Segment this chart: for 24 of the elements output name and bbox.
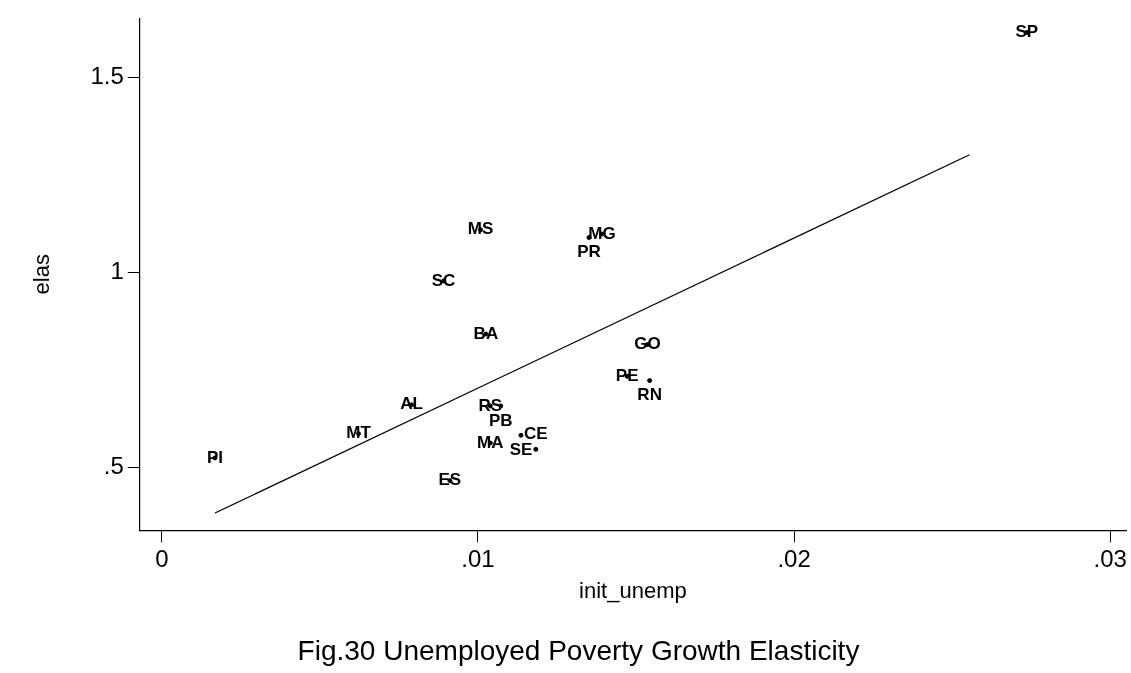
y-axis-title: elas <box>29 254 55 295</box>
data-label: BA <box>473 323 499 343</box>
y-tick-label: 1 <box>110 256 124 284</box>
data-label: SC <box>431 270 456 290</box>
x-tick-label: .01 <box>461 545 495 573</box>
data-label: SP <box>1015 22 1039 42</box>
data-label: AL <box>400 394 423 414</box>
data-label: RN <box>637 385 662 405</box>
data-label: MT <box>346 423 372 443</box>
data-label: MG <box>588 223 616 243</box>
x-tick-label: .02 <box>777 545 811 573</box>
x-tick-label: 0 <box>155 545 169 573</box>
x-axis-title: init_unemp <box>579 578 687 604</box>
y-tick-label: 1.5 <box>90 61 124 89</box>
text: Fig.30 Unemployed Poverty Growth Elasticity <box>297 634 860 666</box>
data-label: GO <box>634 334 661 354</box>
data-label: MS <box>467 219 494 239</box>
data-label: PR <box>577 242 601 262</box>
data-label: PI <box>206 447 224 467</box>
data-label: MA <box>477 432 504 452</box>
x-tick-label: .03 <box>1093 545 1127 573</box>
data-label: PE <box>615 365 639 385</box>
y-tick-label: .5 <box>103 452 124 480</box>
data-label: ES <box>438 470 462 490</box>
